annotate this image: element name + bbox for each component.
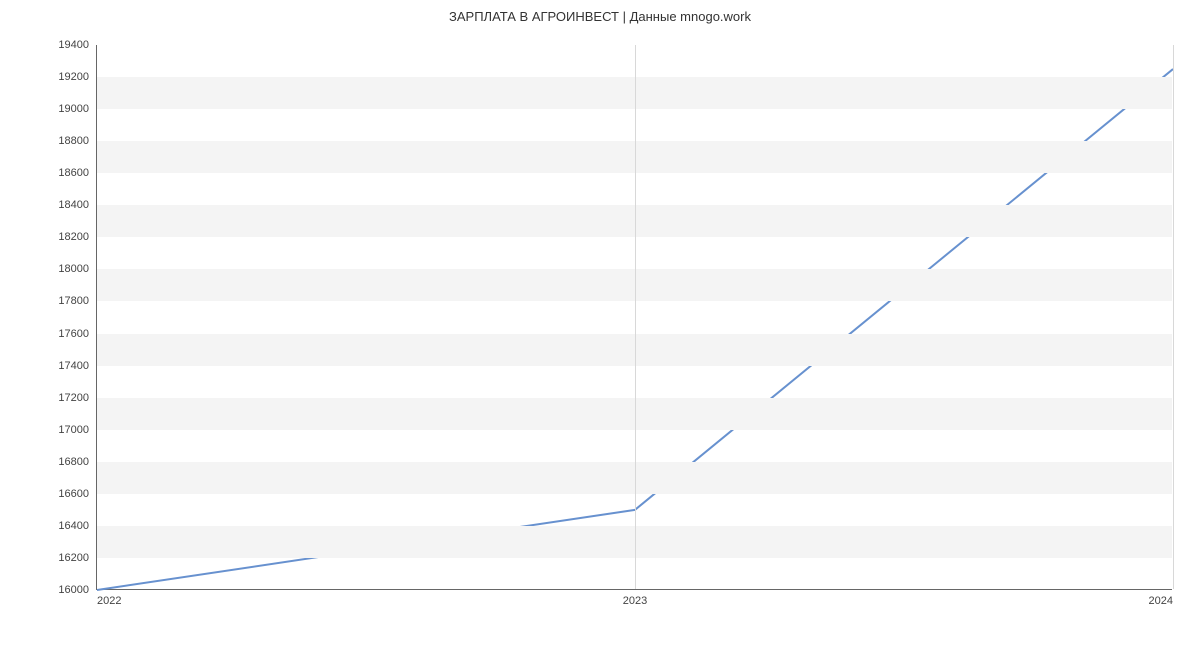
x-tick-label: 2022 — [97, 595, 121, 607]
y-tick-label: 18400 — [58, 199, 89, 211]
x-gridline — [1173, 45, 1174, 589]
x-tick-label: 2023 — [623, 595, 647, 607]
salary-line-chart: ЗАРПЛАТА В АГРОИНВЕСТ | Данные mnogo.wor… — [0, 0, 1200, 650]
y-tick-label: 17600 — [58, 328, 89, 340]
x-gridline — [635, 45, 636, 589]
plot-area: 1600016200164001660016800170001720017400… — [96, 45, 1172, 590]
y-tick-label: 16600 — [58, 488, 89, 500]
y-tick-label: 19000 — [58, 103, 89, 115]
y-tick-label: 16000 — [58, 584, 89, 596]
y-tick-label: 18600 — [58, 167, 89, 179]
y-tick-label: 18200 — [58, 231, 89, 243]
y-tick-label: 18800 — [58, 135, 89, 147]
y-tick-label: 16400 — [58, 520, 89, 532]
y-tick-label: 16800 — [58, 456, 89, 468]
y-tick-label: 17400 — [58, 360, 89, 372]
y-tick-label: 17800 — [58, 295, 89, 307]
y-tick-label: 19200 — [58, 71, 89, 83]
chart-title: ЗАРПЛАТА В АГРОИНВЕСТ | Данные mnogo.wor… — [0, 9, 1200, 24]
y-tick-label: 16200 — [58, 552, 89, 564]
y-tick-label: 18000 — [58, 263, 89, 275]
y-tick-label: 17200 — [58, 392, 89, 404]
y-tick-label: 19400 — [58, 39, 89, 51]
y-tick-label: 17000 — [58, 424, 89, 436]
x-tick-label: 2024 — [1149, 595, 1173, 607]
